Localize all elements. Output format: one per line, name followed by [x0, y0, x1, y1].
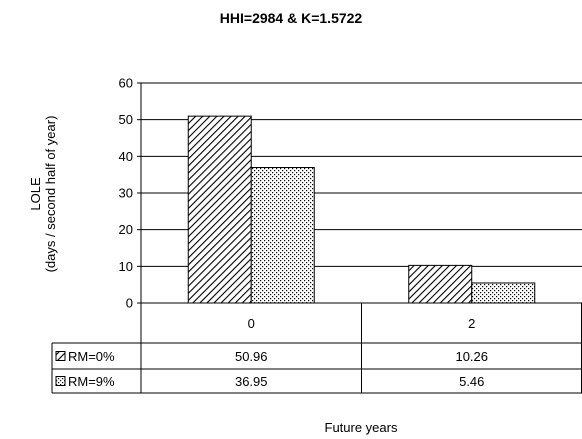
y-axis-title: LOLE (days / second half of year): [28, 116, 58, 273]
x-category-label: 0: [248, 316, 255, 331]
chart-title: HHI=2984 & K=1.5722: [220, 10, 363, 26]
y-axis-title-line2: (days / second half of year): [43, 116, 58, 273]
y-tick-label: 0: [126, 296, 133, 311]
y-tick-label: 20: [119, 222, 133, 237]
y-tick-label: 40: [119, 149, 133, 164]
y-tick-label: 60: [119, 76, 133, 91]
legend-label: RM=9%: [68, 374, 115, 389]
x-category-label: 2: [468, 316, 475, 331]
bar-rm-9--cat-2: [471, 282, 536, 304]
bar-rm-0--cat-0: [187, 115, 252, 304]
legend-swatch: [55, 376, 66, 386]
bar-rm-9--cat-0: [250, 167, 315, 304]
y-axis-title-line1: LOLE: [28, 177, 43, 211]
data-table-value: 10.26: [455, 349, 488, 364]
bar-rm-0--cat-2: [408, 264, 473, 304]
y-tick-label: 50: [119, 112, 133, 127]
data-table-value: 50.96: [235, 349, 268, 364]
y-tick-label: 10: [119, 259, 133, 274]
legend-label: RM=0%: [68, 349, 115, 364]
legend-swatch: [55, 351, 66, 361]
bars: [187, 115, 536, 304]
y-tick-label: 30: [119, 186, 133, 201]
y-axis-ticks: 0 10 20 30 40 50 60: [119, 76, 141, 311]
data-table-value: 5.46: [459, 374, 484, 389]
data-table: 0 2 RM=0% 50.96 10.26 RM=9% 36.95 5.46: [51, 302, 582, 394]
data-table-value: 36.95: [235, 374, 268, 389]
x-axis-title: Future years: [325, 420, 398, 435]
